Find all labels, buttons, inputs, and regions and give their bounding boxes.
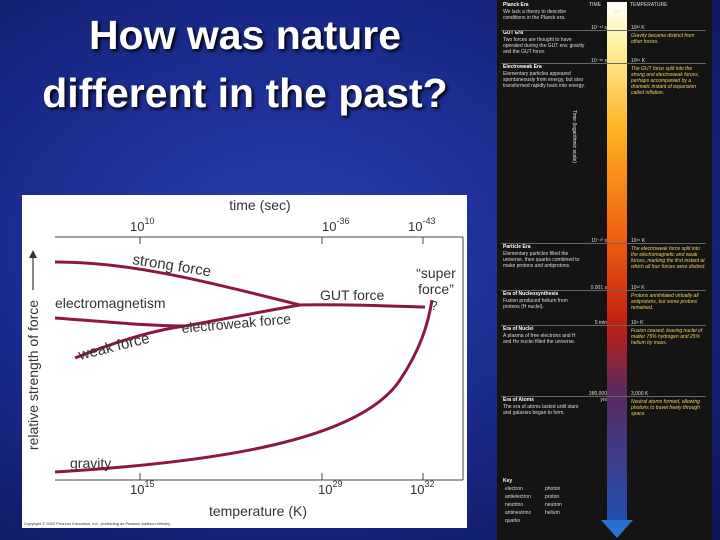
gravity-label: gravity (70, 455, 111, 471)
bar-arrow (601, 520, 633, 538)
key-item: photon (545, 486, 561, 492)
temp-tick-label: 1032 (410, 479, 434, 497)
time-tick-label: 10-36 (322, 216, 349, 234)
key-item: helium (545, 510, 560, 516)
color-bar (607, 2, 627, 522)
era-description: The era of atoms lasted until stars and … (503, 404, 579, 416)
frame (55, 236, 464, 481)
era-name: Electroweak Era (503, 64, 542, 70)
era-name: Era of Nucleosynthesis (503, 291, 559, 297)
electroweak-curve (184, 303, 301, 328)
boundary-time: 10⁻¹⁰ s (591, 238, 607, 244)
tick-base: 10 (322, 219, 336, 234)
tick-exp: 32 (424, 479, 434, 489)
time-header: TIME (589, 2, 601, 8)
key-item: antineutrino (505, 510, 532, 516)
era-name: Era of Nuclei (503, 326, 534, 332)
boundary-event: Protons annihilated virtually all antipr… (631, 293, 699, 311)
boundary-temperature: 10¹² K (631, 285, 645, 291)
tick-exp: -36 (336, 216, 349, 226)
strong-curve (54, 260, 301, 307)
boundary-event: The GUT force split into the strong and … (631, 66, 700, 96)
boundary-line (501, 63, 706, 64)
boundary-event: Neutral atoms formed, allowing photons t… (631, 399, 700, 417)
tick-base: 10 (130, 482, 144, 497)
boundary-event: Gravity became distinct from other force… (631, 33, 695, 45)
boundary-line (501, 396, 706, 397)
era-description: We lack a theory to describe conditions … (503, 9, 566, 21)
era-name: Particle Era (503, 244, 531, 250)
boundary-event: The electroweak force split into the ele… (631, 246, 706, 270)
curves (54, 260, 434, 474)
key-item: quarks (505, 518, 521, 524)
temperature-header: TEMPERATURE (630, 2, 668, 8)
gut-curve (299, 303, 426, 309)
boundary-time: 10⁻⁴³ s (591, 25, 607, 31)
em-label: electromagnetism (55, 295, 166, 311)
key-item: proton (545, 494, 560, 500)
boundary-line (501, 30, 706, 31)
gut-label: GUT force (320, 287, 385, 303)
unknown-label: ? (430, 298, 437, 313)
boundary-event: Fusion ceased, leaving nuclei of matter … (631, 328, 703, 346)
boundary-time: 10⁻³⁸ s (591, 58, 607, 64)
era-name: Era of Atoms (503, 397, 534, 403)
tick-exp: 29 (332, 479, 342, 489)
era-description: A plasma of free electrons and H and He … (503, 333, 576, 345)
boundary-time: 0.001 s (590, 285, 607, 291)
y-axis-label: relative strength of force (25, 300, 41, 450)
tick-base: 10 (408, 219, 422, 234)
key-title: Key (503, 478, 513, 484)
tick-exp: -43 (422, 216, 435, 226)
temp-tick-label: 1029 (318, 479, 342, 497)
era-description: Fusion produced helium from protons (H n… (503, 298, 568, 310)
boundary-temperature: 3,000 K (631, 391, 649, 397)
era-name: GUT Era (503, 30, 524, 36)
boundary-temperature: 10¹⁵ K (631, 238, 646, 244)
tick-base: 10 (318, 482, 332, 497)
time-tick-label: 10-43 (408, 216, 435, 234)
boundary-temperature: 10⁹ K (631, 320, 644, 326)
tick-base: 10 (130, 219, 144, 234)
slide-title: How was nature different in the past? (42, 12, 448, 116)
key-item: electron (505, 486, 523, 492)
weak-curve (74, 324, 186, 360)
tick-exp: 15 (144, 479, 154, 489)
era-name: Planck Era (503, 2, 529, 8)
tick-exp: 10 (144, 216, 154, 226)
era-description: Two forces are thought to have operated … (503, 37, 585, 55)
diagram-panel (22, 195, 467, 528)
key-item: neutrino (505, 502, 524, 508)
y-axis-arrowhead (29, 250, 37, 258)
key-item: antielectron (505, 494, 531, 500)
boundary-temperature: 10³² K (631, 25, 645, 31)
timeline-panel: TIME TEMPERATURE ?? Time (logarithmic sc… (497, 0, 712, 540)
boundary-time: 380,000 yrs (588, 391, 607, 403)
boundary-time: 5 min (594, 320, 607, 326)
era-description: Elementary particles filled the universe… (503, 251, 580, 269)
tick-base: 10 (410, 482, 424, 497)
boundary-line (501, 243, 706, 244)
top-marker: ?? (614, 10, 620, 16)
super-label: force” (418, 281, 454, 297)
time-axis-label: time (sec) (229, 197, 290, 213)
scale-label: Time (logarithmic scale) (571, 110, 577, 163)
boundary-line (501, 325, 706, 326)
gravity-curve (54, 299, 434, 474)
era-description: Elementary particles appeared spontaneou… (503, 71, 585, 89)
temp-tick-label: 1015 (130, 479, 154, 497)
time-tick-label: 1010 (130, 216, 154, 234)
key-item: neutron (545, 502, 562, 508)
temperature-axis-label: temperature (K) (209, 503, 307, 519)
boundary-temperature: 10²⁹ K (631, 58, 646, 64)
copyright: Copyright © 2002 Pearson Education, Inc.… (24, 521, 171, 526)
boundary-line (501, 290, 706, 291)
super-label: “super (416, 265, 456, 281)
em-curve (54, 316, 186, 328)
